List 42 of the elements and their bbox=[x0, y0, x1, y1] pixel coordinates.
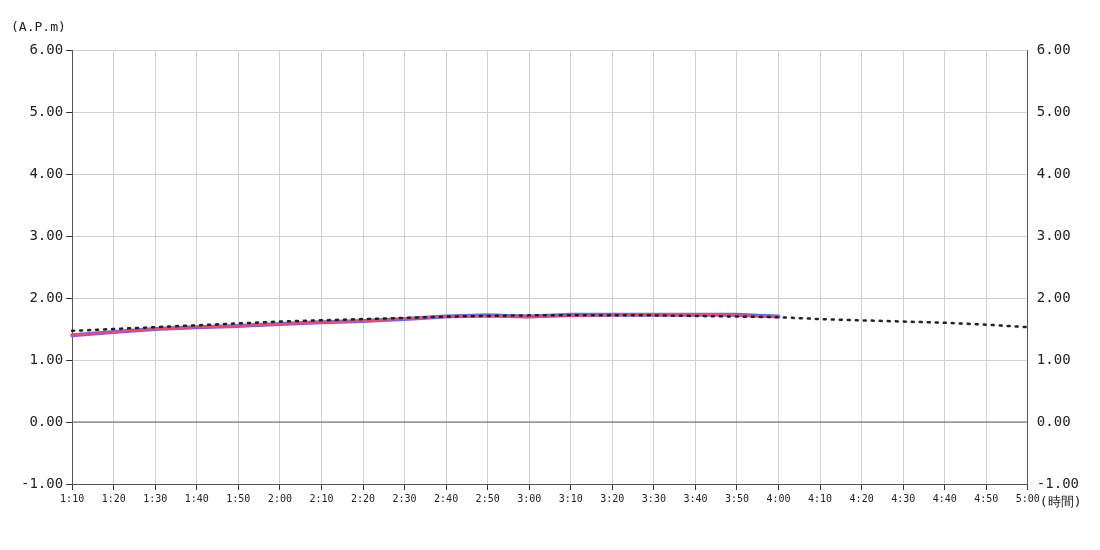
y2-tick-label: 1.00 bbox=[1036, 350, 1071, 367]
x-tick-label: 3:00 bbox=[517, 492, 542, 504]
x-tick-label: 2:10 bbox=[309, 492, 334, 504]
x-tick-label: 3:20 bbox=[600, 492, 625, 504]
y-tick-label: 2.00 bbox=[29, 288, 64, 305]
y-tick-label: 3.00 bbox=[29, 226, 64, 243]
x-tick-label: 2:00 bbox=[267, 492, 292, 504]
x-tick-label: 3:30 bbox=[641, 492, 666, 504]
y2-tick-label: 3.00 bbox=[1036, 226, 1071, 243]
x-tick-label: 4:30 bbox=[891, 492, 916, 504]
x-tick-label: 2:20 bbox=[350, 492, 376, 504]
y2-tick-label: 6.00 bbox=[1036, 40, 1071, 57]
y2-tick-label: 5.00 bbox=[1036, 102, 1071, 119]
x-tick-label: 4:40 bbox=[932, 492, 957, 504]
y2-tick-label: -1.00 bbox=[1036, 474, 1080, 491]
x-tick-label: 3:40 bbox=[683, 492, 708, 504]
x-axis-title: (時間) bbox=[1039, 494, 1082, 510]
x-tick-label: 1:40 bbox=[184, 492, 209, 504]
x-tick-label: 2:40 bbox=[434, 492, 459, 504]
y2-tick-label: 4.00 bbox=[1036, 164, 1071, 181]
y2-tick-label: 0.00 bbox=[1036, 412, 1071, 429]
x-tick-label: 2:30 bbox=[392, 492, 417, 504]
x-tick-label: 4:50 bbox=[974, 492, 999, 504]
y-tick-label: 5.00 bbox=[29, 102, 64, 119]
x-tick-label: 1:30 bbox=[143, 492, 168, 504]
y-tick-label: 6.00 bbox=[29, 40, 64, 57]
x-tick-label: 3:10 bbox=[558, 492, 583, 504]
x-tick-label: 3:50 bbox=[724, 492, 750, 504]
y-tick-label: 0.00 bbox=[29, 412, 64, 429]
y-tick-label: 4.00 bbox=[29, 164, 64, 181]
x-tick-label: 4:10 bbox=[808, 492, 833, 504]
x-tick-label: 4:20 bbox=[849, 492, 874, 504]
y-axis-title: (A.P.m) bbox=[11, 18, 66, 34]
x-tick-label: 4:00 bbox=[766, 492, 791, 504]
x-tick-label: 5:00 bbox=[1015, 492, 1040, 504]
y2-tick-label: 2.00 bbox=[1036, 288, 1071, 305]
x-tick-label: 1:20 bbox=[101, 492, 126, 504]
x-tick-label: 1:10 bbox=[60, 492, 85, 504]
y-tick-label: 1.00 bbox=[29, 350, 64, 367]
x-tick-label: 1:50 bbox=[226, 492, 251, 504]
y-tick-label: -1.00 bbox=[20, 474, 64, 491]
x-tick-label: 2:50 bbox=[475, 492, 500, 504]
